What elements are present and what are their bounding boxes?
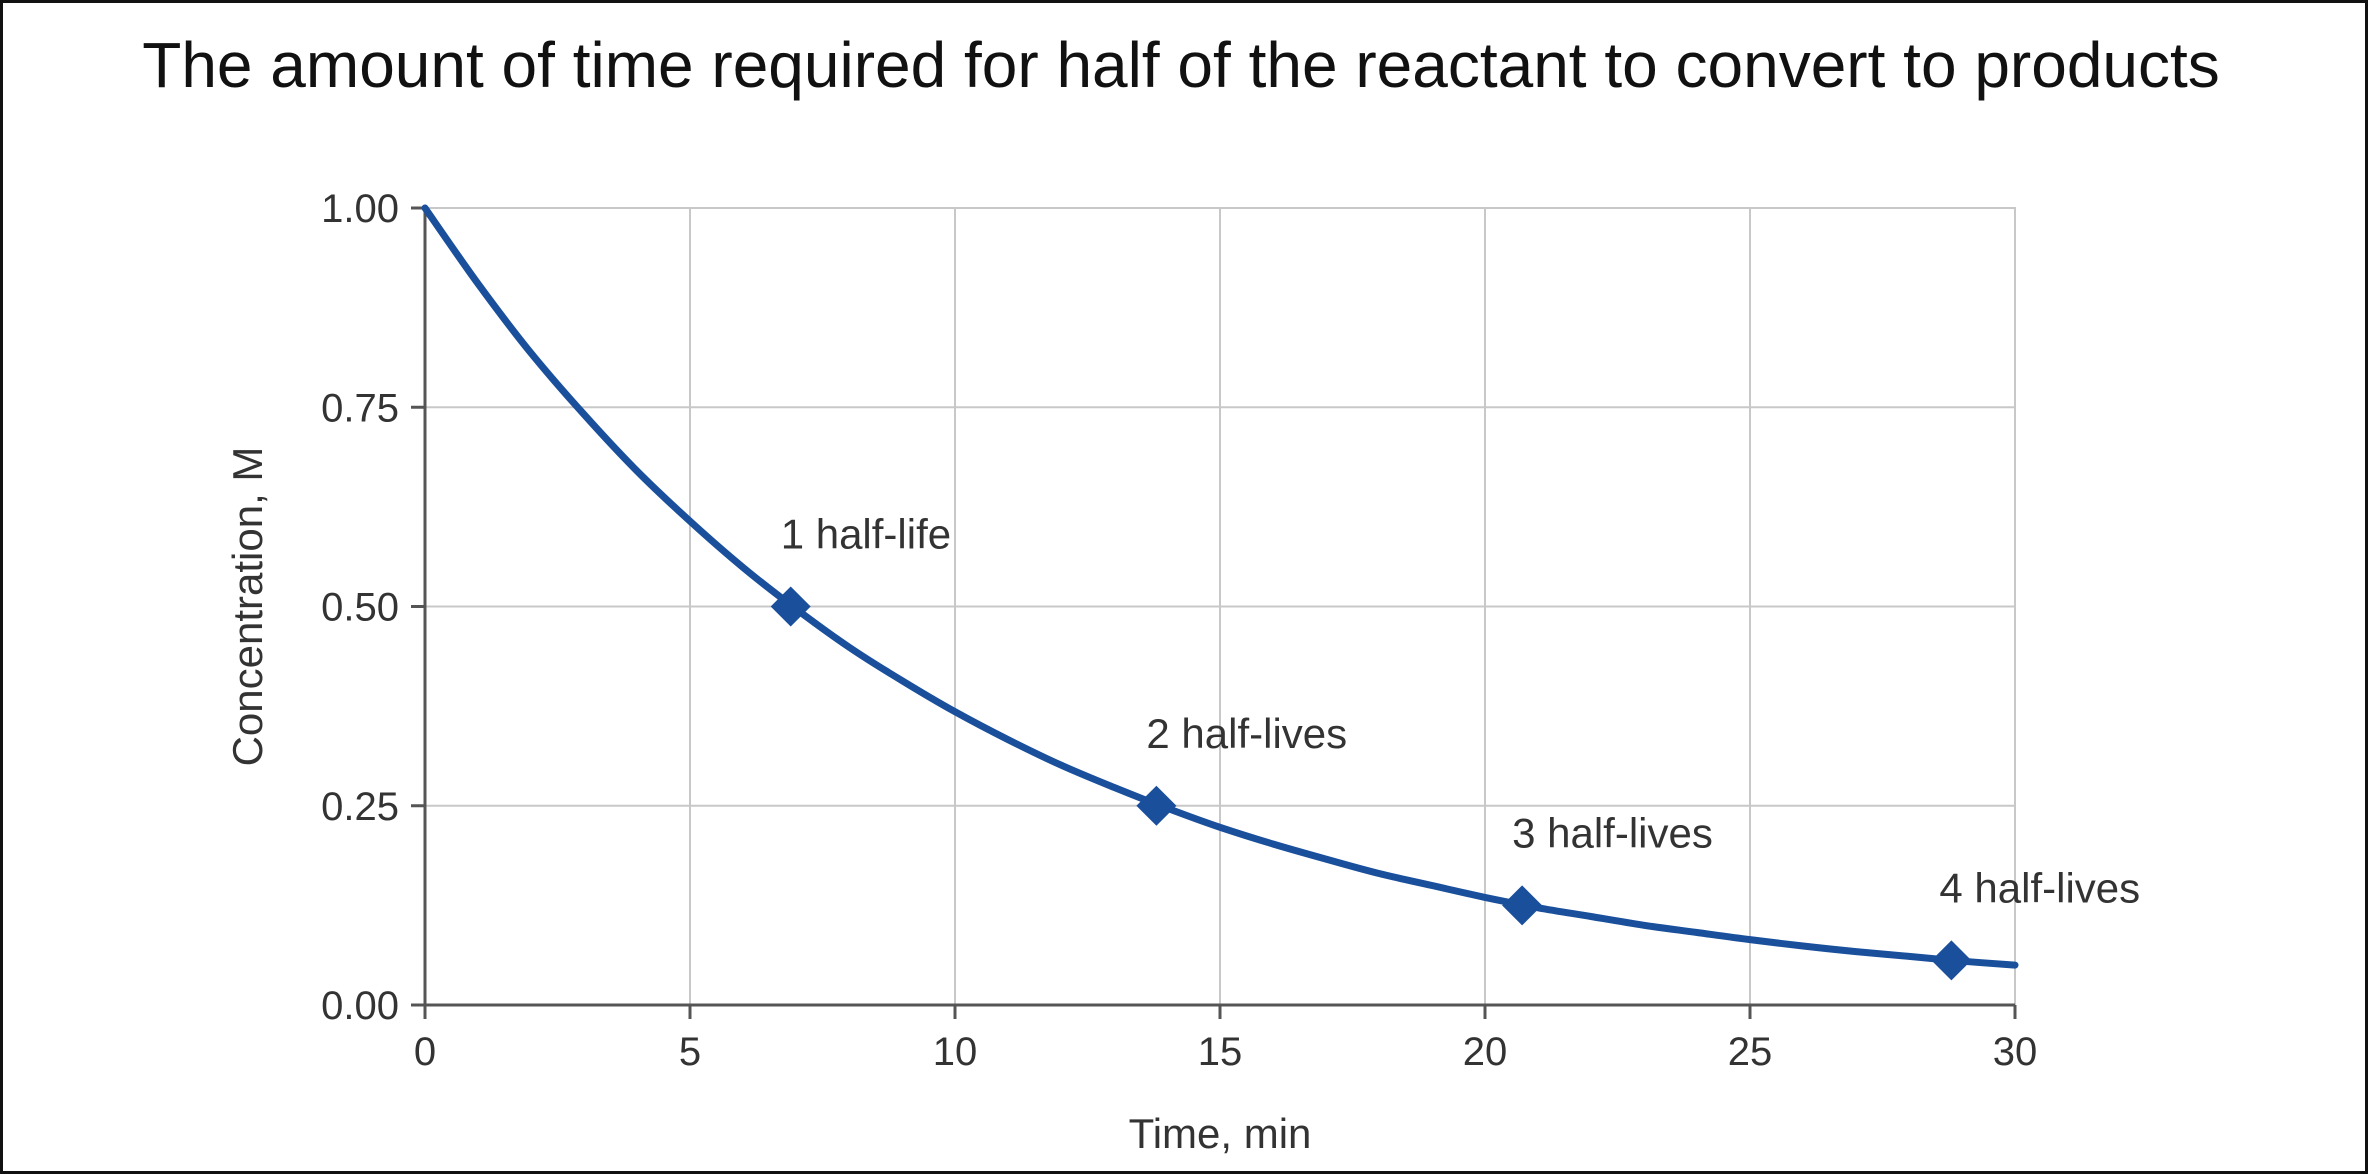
half-life-label: 2 half-lives xyxy=(1146,710,1347,757)
y-tick-label: 0.25 xyxy=(321,785,399,829)
half-life-label: 3 half-lives xyxy=(1512,809,1713,856)
y-tick-label: 0.00 xyxy=(321,984,399,1028)
half-life-label: 1 half-life xyxy=(781,511,951,558)
x-tick-label: 25 xyxy=(1728,1030,1773,1074)
x-tick-label: 10 xyxy=(933,1030,978,1074)
half-life-marker xyxy=(1136,785,1177,826)
y-axis-title: Concentration, M xyxy=(224,447,271,767)
x-tick-label: 20 xyxy=(1463,1030,1508,1074)
grid xyxy=(424,207,2016,1006)
half-life-marker xyxy=(770,586,811,627)
half-life-marker xyxy=(1502,885,1543,926)
half-life-label: 4 half-lives xyxy=(1939,864,2140,911)
label-layer: 1 half-life 2 half-lives 3 half-lives 4 hal… xyxy=(781,511,2140,912)
axes: 0 5 10 15 20 25 30 0.00 0.25 0.50 0.75 1.00 xyxy=(321,187,2037,1074)
curve-layer xyxy=(421,204,2019,969)
page-title: The amount of time required for half of … xyxy=(142,29,2220,101)
y-tick-label: 0.50 xyxy=(321,586,399,630)
marker-layer xyxy=(770,586,1972,981)
x-tick-label: 0 xyxy=(414,1030,436,1074)
y-tick-label: 1.00 xyxy=(321,187,399,231)
x-tick-label: 30 xyxy=(1993,1030,2038,1074)
concentration-curve xyxy=(421,204,2019,969)
x-axis-title: Time, min xyxy=(1129,1110,1312,1157)
x-tick-label: 15 xyxy=(1198,1030,1243,1074)
x-tick-label: 5 xyxy=(679,1030,701,1074)
half-life-marker xyxy=(1931,940,1972,981)
y-tick-label: 0.75 xyxy=(321,386,399,430)
